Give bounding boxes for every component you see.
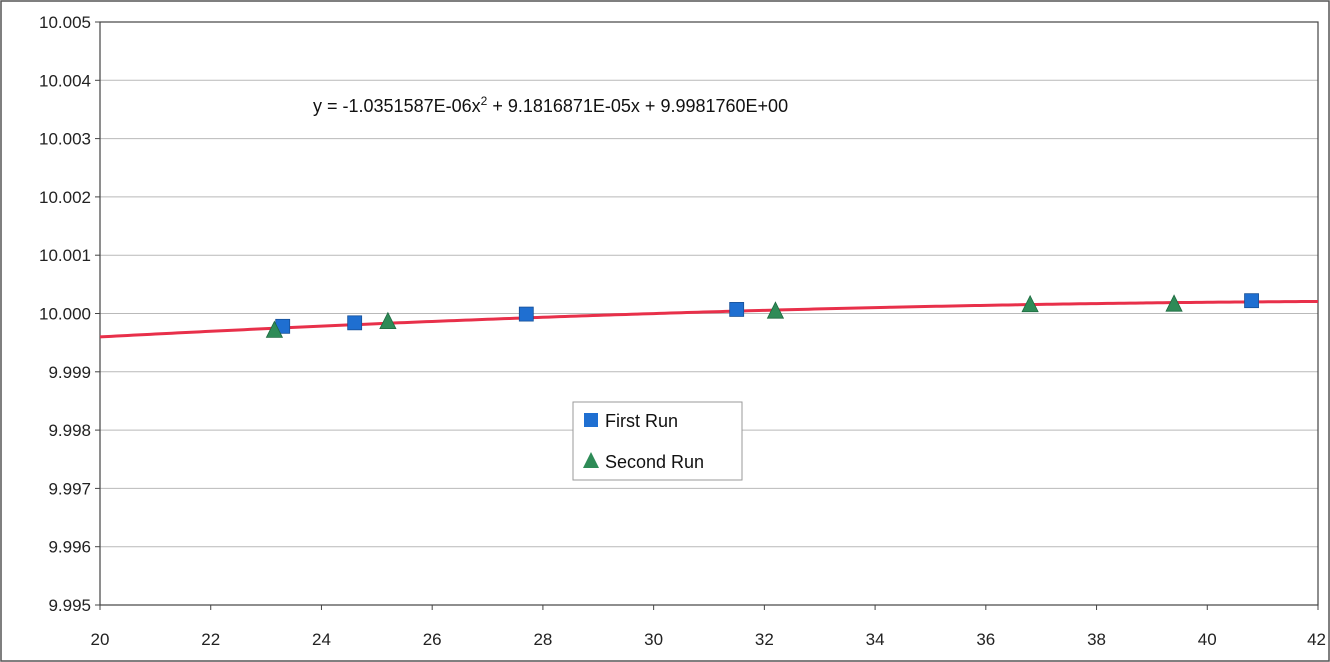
second-run-point	[1021, 294, 1039, 313]
equation-suffix: + 9.1816871E-05x + 9.9981760E+00	[487, 96, 788, 116]
second-run-point	[1165, 294, 1183, 312]
x-tick-label: 36	[976, 630, 995, 649]
y-tick-label: 9.996	[48, 538, 91, 557]
x-tick-label: 32	[755, 630, 774, 649]
y-tick-label: 10.003	[39, 130, 91, 149]
equation-prefix: y = -1.0351587E-06x	[313, 96, 481, 116]
legend-label-first-run: First Run	[605, 411, 678, 431]
y-tick-label: 10.005	[39, 13, 91, 32]
legend: First Run Second Run	[572, 401, 743, 481]
legend-marker-second-run	[583, 452, 599, 468]
first-run-point	[1244, 293, 1259, 309]
x-tick-label: 42	[1307, 630, 1326, 649]
x-tick-label: 26	[423, 630, 442, 649]
y-tick-label: 10.001	[39, 246, 91, 265]
y-tick-label: 9.997	[48, 479, 91, 498]
x-tick-label: 38	[1087, 630, 1106, 649]
y-tick-label: 10.000	[39, 305, 91, 324]
x-tick-label: 20	[91, 630, 110, 649]
first-run-point	[518, 306, 534, 322]
x-tick-label: 24	[312, 630, 331, 649]
y-tick-label: 10.004	[39, 71, 91, 90]
x-tick-label: 30	[644, 630, 663, 649]
legend-label-second-run: Second Run	[605, 452, 704, 472]
x-tick-label: 40	[1198, 630, 1217, 649]
trendline-layer	[99, 299, 1319, 339]
y-tick-label: 9.998	[48, 421, 91, 440]
x-tick-label: 34	[866, 630, 885, 649]
trendline-equation: y = -1.0351587E-06x2 + 9.1816871E-05x + …	[313, 94, 788, 116]
polynomial-trendline	[99, 299, 1319, 339]
axes: 10.005 10.004 10.003 10.002 10.001 10.000 9.99…	[39, 13, 1326, 649]
first-run-point	[347, 315, 363, 331]
second-run-point	[379, 311, 397, 330]
y-tick-label: 9.999	[48, 363, 91, 382]
x-tick-label: 28	[533, 630, 552, 649]
y-tick-label: 9.995	[48, 596, 91, 615]
x-tick-label: 22	[201, 630, 220, 649]
data-points	[265, 293, 1259, 338]
first-run-point	[729, 302, 745, 317]
legend-marker-first-run	[584, 413, 598, 427]
y-tick-label: 10.002	[39, 188, 91, 207]
second-run-point	[265, 320, 284, 338]
legend-box	[572, 401, 743, 481]
gridlines	[100, 79, 1318, 548]
second-run-point	[766, 301, 785, 319]
equation-superscript: 2	[481, 94, 488, 108]
